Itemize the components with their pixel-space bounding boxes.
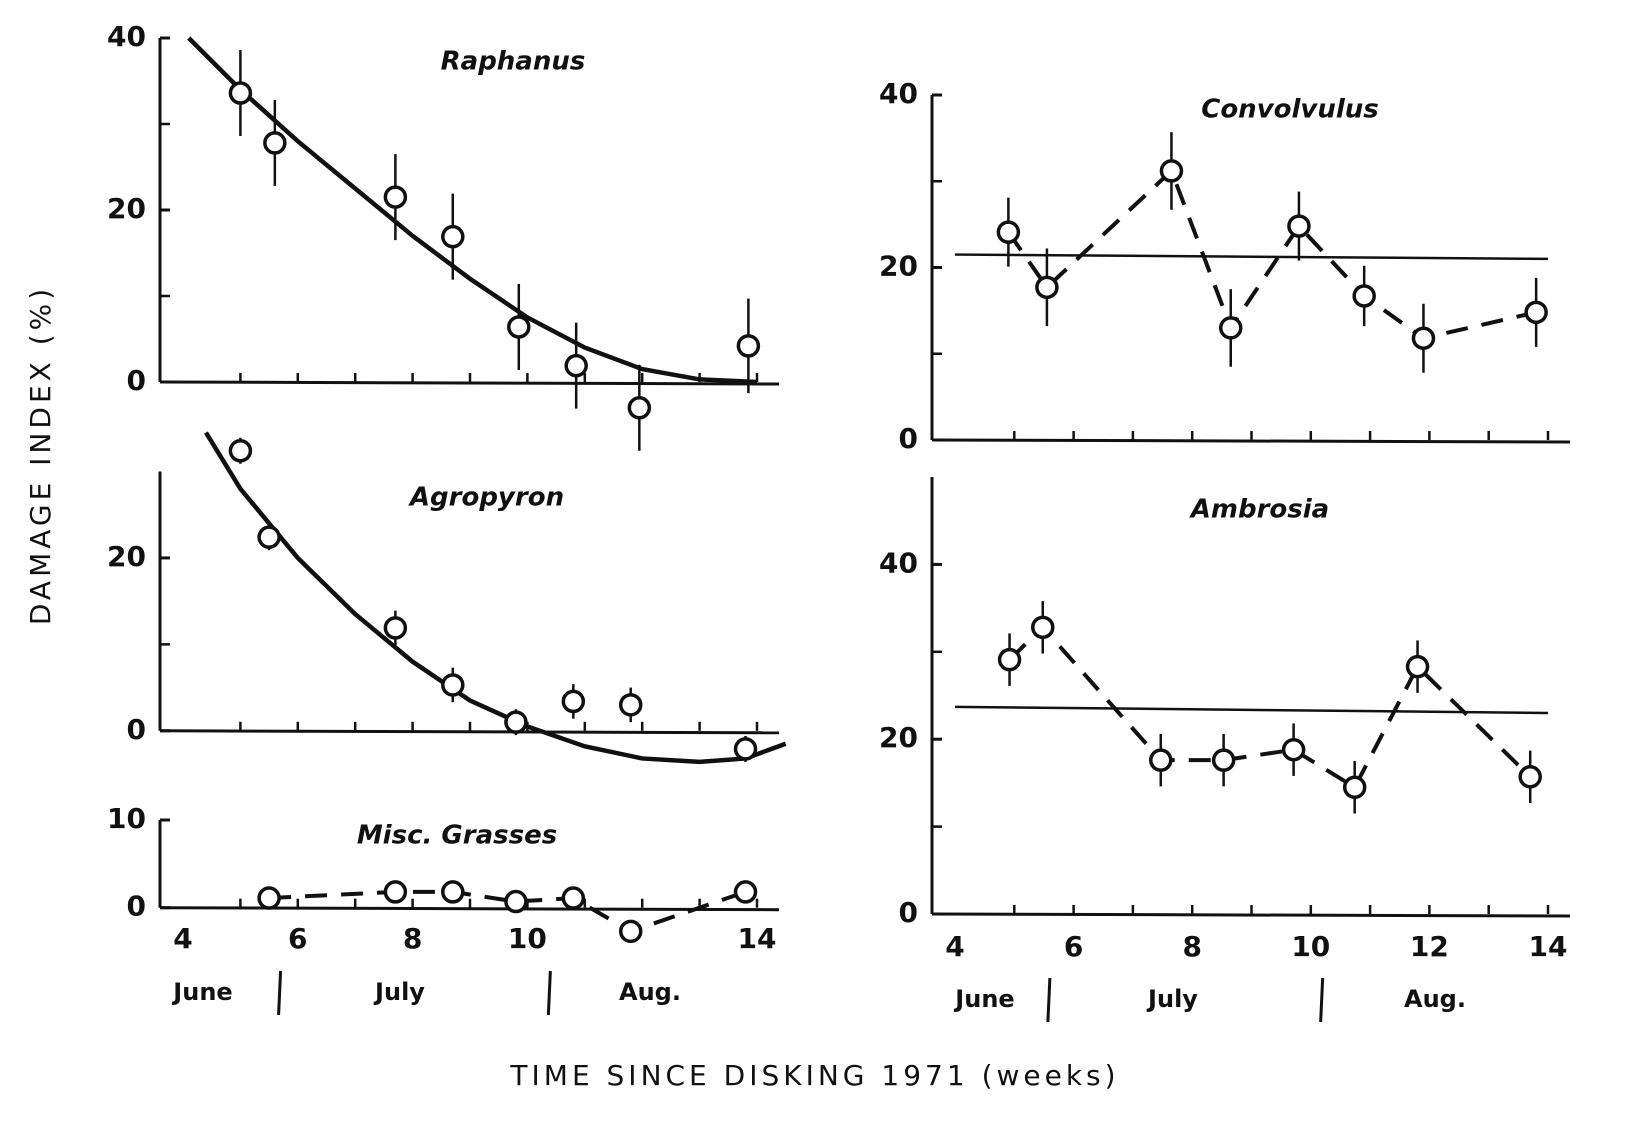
data-point <box>1405 654 1430 679</box>
month-label: Aug. <box>1404 985 1466 1013</box>
data-point <box>996 220 1021 244</box>
data-point <box>504 889 528 914</box>
fit-line <box>954 253 1549 261</box>
data-point <box>618 693 643 717</box>
x-tick-label: 4 <box>945 930 964 963</box>
x-tick-label: 8 <box>403 922 422 955</box>
y-tick-label: 20 <box>879 721 918 754</box>
data-point <box>997 647 1022 672</box>
data-point <box>1218 316 1243 340</box>
x-axis <box>159 729 780 735</box>
data-point <box>627 396 652 420</box>
connecting-line <box>1008 624 1532 791</box>
x-tick-label: 6 <box>288 922 307 955</box>
y-tick-label: 0 <box>899 896 918 929</box>
y-tick-label: 40 <box>879 546 918 579</box>
x-tick-label: 8 <box>1182 930 1201 963</box>
data-point <box>1287 214 1311 238</box>
x-tick-label: 10 <box>508 922 547 955</box>
y-tick-label: 20 <box>107 540 146 573</box>
y-tick-label: 40 <box>879 77 918 110</box>
data-point <box>263 131 287 155</box>
data-point <box>1211 748 1236 772</box>
x-axis <box>159 906 780 912</box>
month-label: July <box>1146 985 1198 1013</box>
data-point <box>257 525 281 549</box>
data-point <box>383 616 408 640</box>
fit-line <box>204 431 787 765</box>
fit-line <box>954 705 1549 715</box>
data-point <box>561 886 586 910</box>
chart-title: Ambrosia <box>1189 495 1329 525</box>
y-tick-label: 10 <box>107 802 146 835</box>
data-point <box>228 81 253 105</box>
x-tick-label: 4 <box>173 922 192 955</box>
x-tick-label: 6 <box>1064 930 1083 963</box>
data-point <box>1524 300 1548 325</box>
data-point <box>618 919 643 944</box>
y-tick-label: 0 <box>127 364 146 397</box>
month-label: Aug. <box>619 978 681 1006</box>
chart-title: Misc. Grasses <box>357 821 557 851</box>
data-point <box>441 224 465 249</box>
y-tick-label: 0 <box>127 713 146 746</box>
x-tick-label: 10 <box>1291 930 1330 963</box>
month-label: June <box>953 985 1014 1013</box>
data-point <box>441 673 465 697</box>
month-separator <box>1046 977 1052 1023</box>
data-point <box>441 880 465 904</box>
y-tick-label: 40 <box>107 20 146 53</box>
x-axis-label: TIME SINCE DISKING 1971 (weeks) <box>509 1059 1119 1092</box>
data-point <box>564 353 588 378</box>
y-tick-label: 20 <box>107 192 146 225</box>
data-point <box>733 880 758 904</box>
data-point <box>1035 275 1059 300</box>
data-point <box>383 185 408 209</box>
x-tick-label: 14 <box>738 922 777 955</box>
data-point <box>1281 737 1306 762</box>
data-point <box>1411 326 1436 350</box>
month-label: June <box>171 978 232 1006</box>
data-point <box>504 710 528 734</box>
fit-line <box>187 36 758 385</box>
month-separator <box>277 970 283 1016</box>
x-axis <box>159 380 780 386</box>
month-label: July <box>373 978 425 1006</box>
data-point <box>228 439 253 463</box>
data-point <box>1149 748 1173 772</box>
data-point <box>257 886 281 910</box>
month-separator <box>546 970 552 1016</box>
y-tick-label: 0 <box>127 890 146 923</box>
data-point <box>1342 775 1367 800</box>
connecting-line <box>1006 167 1537 341</box>
x-axis <box>931 912 1571 918</box>
x-tick-label: 12 <box>1410 930 1449 963</box>
data-point <box>383 880 408 904</box>
y-tick-label: 20 <box>879 250 918 283</box>
x-tick-label: 14 <box>1529 930 1568 963</box>
chart-title: Agropyron <box>408 483 564 513</box>
chart-title: Raphanus <box>441 47 586 77</box>
month-separator <box>1319 977 1325 1023</box>
data-point <box>1352 284 1376 308</box>
chart-title: Convolvulus <box>1201 95 1379 125</box>
y-tick-label: 0 <box>899 422 918 455</box>
data-point <box>733 737 758 761</box>
data-point <box>1031 615 1055 640</box>
data-point <box>736 334 761 358</box>
data-point <box>1159 159 1184 183</box>
x-axis <box>931 438 1571 444</box>
data-point <box>1518 765 1542 789</box>
y-axis-label: DAMAGE INDEX (%) <box>24 285 57 625</box>
data-point <box>507 315 531 339</box>
data-point <box>561 689 586 714</box>
